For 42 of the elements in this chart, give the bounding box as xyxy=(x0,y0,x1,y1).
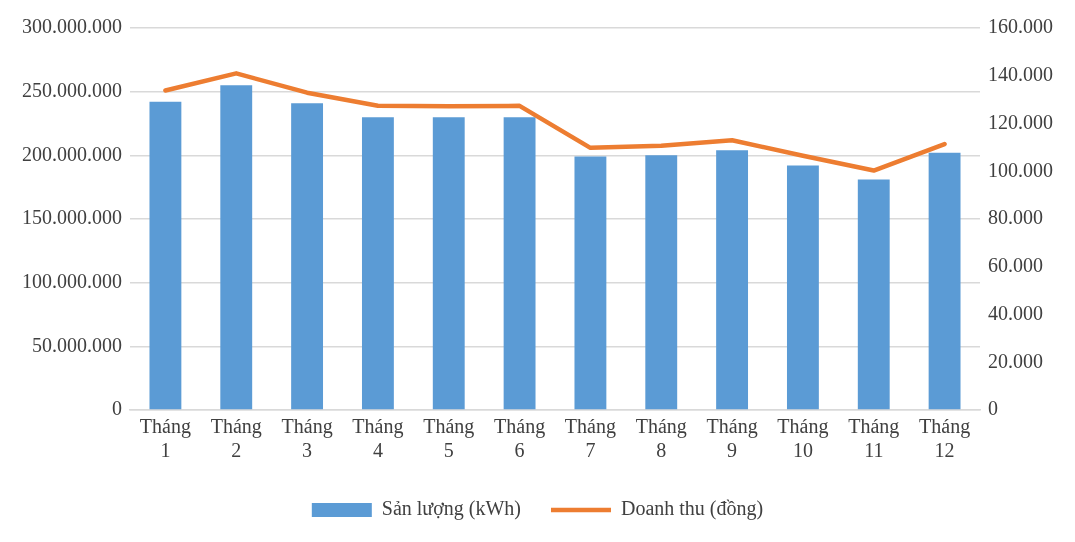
y2-tick-label: 20.000 xyxy=(988,349,1043,372)
y-tick-label: 50.000.000 xyxy=(32,333,122,356)
y-tick-label: 250.000.000 xyxy=(22,78,122,101)
y2-tick-label: 120.000 xyxy=(988,110,1053,133)
x-tick-label: Tháng 6 xyxy=(494,415,546,462)
x-tick-label: Tháng 5 xyxy=(423,415,475,462)
x-tick-label: Tháng 11 xyxy=(848,415,900,462)
bar xyxy=(574,156,607,410)
y-tick-label: 0 xyxy=(112,397,122,420)
bar xyxy=(928,152,961,410)
legend-label: Sản lượng (kWh) xyxy=(381,497,521,521)
x-tick-label: Tháng 9 xyxy=(706,415,758,462)
x-tick-label: Tháng 1 xyxy=(139,415,191,462)
bar xyxy=(786,165,819,410)
x-tick-label: Tháng 2 xyxy=(210,415,262,462)
y2-tick-label: 80.000 xyxy=(988,206,1043,229)
y-tick-label: 200.000.000 xyxy=(22,142,122,165)
bar xyxy=(503,117,536,410)
bar xyxy=(432,117,465,410)
y-tick-label: 150.000.000 xyxy=(22,206,122,229)
y-tick-label: 300.000.000 xyxy=(22,15,122,38)
y2-tick-label: 160.000 xyxy=(988,15,1053,38)
bar xyxy=(716,150,749,410)
bar xyxy=(645,155,678,410)
x-tick-label: Tháng 10 xyxy=(777,415,829,462)
bar xyxy=(291,103,324,410)
y2-tick-label: 60.000 xyxy=(988,254,1043,276)
bar xyxy=(857,179,890,410)
y-tick-label: 100.000.000 xyxy=(22,269,122,292)
x-tick-label: Tháng 8 xyxy=(635,415,687,462)
x-tick-label: Tháng 4 xyxy=(352,415,404,462)
x-tick-label: Tháng 12 xyxy=(919,415,971,462)
legend-label: Doanh thu (đồng) xyxy=(620,497,764,521)
y2-tick-label: 0 xyxy=(988,397,998,420)
x-tick-label: Tháng 3 xyxy=(281,415,333,462)
bar xyxy=(149,101,182,410)
x-tick-label: Tháng 7 xyxy=(564,415,616,462)
bar xyxy=(220,85,253,410)
y2-tick-label: 40.000 xyxy=(988,301,1043,324)
y2-tick-label: 100.000 xyxy=(988,158,1053,181)
bar xyxy=(361,117,394,410)
y2-tick-label: 140.000 xyxy=(988,63,1053,85)
